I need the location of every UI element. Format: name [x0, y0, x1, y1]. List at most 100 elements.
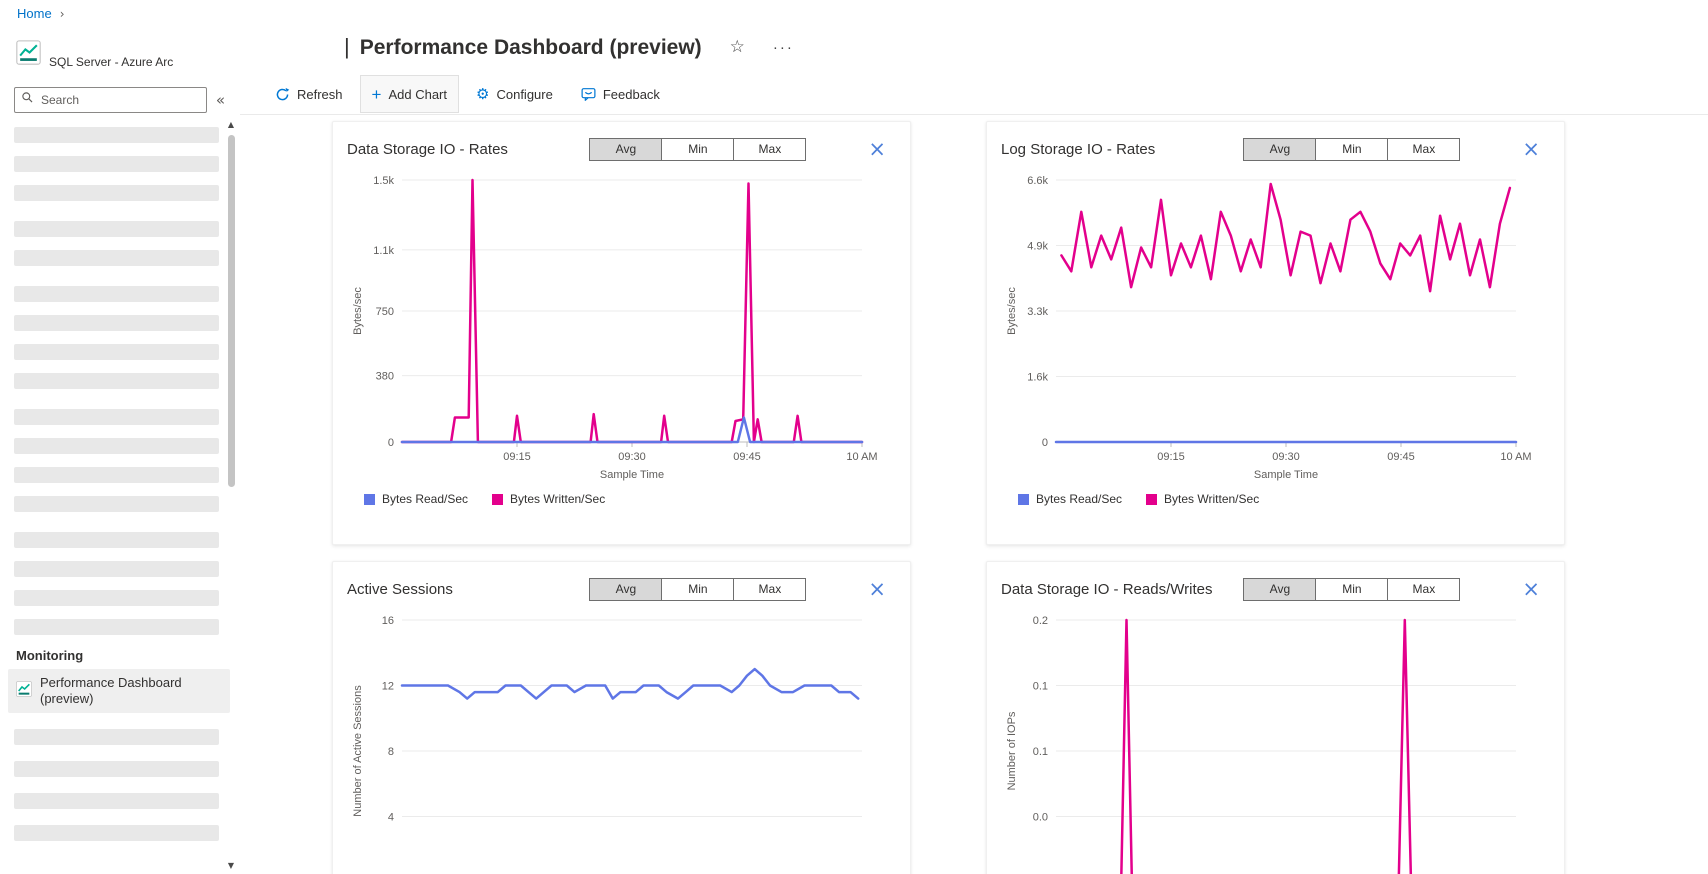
- agg-avg-button[interactable]: Avg: [1243, 137, 1317, 161]
- svg-text:8: 8: [388, 746, 394, 758]
- skeleton-item: [14, 761, 219, 777]
- scroll-down-icon[interactable]: ▼: [227, 861, 235, 870]
- svg-text:09:15: 09:15: [503, 451, 531, 463]
- agg-min-button[interactable]: Min: [661, 137, 735, 161]
- sidebar-menu-skeleton: [14, 127, 219, 635]
- svg-text:09:30: 09:30: [1272, 451, 1300, 463]
- resource-header: SQL Server - Azure Arc: [0, 28, 240, 70]
- chart-card: Data Storage IO - Rates Avg Min Max × 0 3…: [332, 121, 911, 545]
- gear-icon: ⚙: [476, 84, 490, 103]
- line-chart: 0 1.6k 3.3k 4.9k 6.6k 09:15 09:30 09:45 10 AM Sam…: [1001, 166, 1548, 482]
- skeleton-item: [14, 409, 219, 425]
- search-icon: [21, 91, 34, 109]
- agg-avg-button[interactable]: Avg: [1243, 577, 1317, 601]
- svg-text:6.6k: 6.6k: [1027, 175, 1048, 187]
- aggregation-toggle: Avg Min Max: [1243, 137, 1461, 161]
- chart-card: Log Storage IO - Rates Avg Min Max × 0 1.…: [986, 121, 1565, 545]
- more-options-icon[interactable]: ···: [772, 38, 794, 56]
- legend-swatch: [1146, 493, 1158, 505]
- svg-text:09:15: 09:15: [1157, 451, 1185, 463]
- configure-button[interactable]: ⚙ Configure: [465, 77, 564, 111]
- skeleton-item: [14, 496, 219, 512]
- svg-text:Sample Time: Sample Time: [600, 469, 664, 481]
- legend-item: Bytes Written/Sec: [1146, 492, 1259, 506]
- legend-item: Bytes Read/Sec: [1018, 492, 1122, 506]
- add-chart-button[interactable]: + Add Chart: [359, 75, 460, 113]
- chart-title: Data Storage IO - Reads/Writes: [1001, 580, 1213, 598]
- sidebar: SQL Server - Azure Arc «: [0, 28, 240, 874]
- skeleton-item: [14, 185, 219, 201]
- svg-text:0.1: 0.1: [1033, 746, 1048, 758]
- sidebar-search-row: «: [14, 87, 230, 113]
- close-chart-icon[interactable]: ×: [1522, 576, 1540, 601]
- feedback-button[interactable]: Feedback: [570, 77, 671, 111]
- agg-max-button[interactable]: Max: [733, 137, 807, 161]
- chevron-right-icon: ›: [59, 6, 65, 21]
- command-bar: Refresh + Add Chart ⚙ Configure Feedbac: [240, 74, 1708, 115]
- collapse-sidebar-button[interactable]: «: [211, 91, 230, 109]
- agg-avg-button[interactable]: Avg: [589, 137, 663, 161]
- chart-legend: Bytes Read/Sec Bytes Written/Sec: [364, 492, 894, 506]
- legend-swatch: [492, 493, 504, 505]
- skeleton-item: [14, 286, 219, 302]
- svg-text:16: 16: [382, 615, 394, 627]
- scroll-up-icon[interactable]: ▲: [227, 120, 235, 129]
- svg-text:4: 4: [388, 812, 394, 824]
- svg-text:0.0: 0.0: [1033, 812, 1048, 824]
- page-title: Performance Dashboard (preview): [359, 36, 702, 59]
- title-pipe: |: [344, 34, 350, 59]
- skeleton-item: [14, 793, 219, 809]
- search-box[interactable]: [14, 87, 207, 113]
- agg-max-button[interactable]: Max: [1387, 137, 1461, 161]
- skeleton-item: [14, 127, 219, 143]
- legend-swatch: [364, 493, 375, 505]
- svg-text:Bytes/sec: Bytes/sec: [352, 287, 364, 335]
- legend-item: Bytes Written/Sec: [492, 492, 605, 506]
- resource-name: SQL Server - Azure Arc: [49, 55, 174, 69]
- refresh-icon: [275, 87, 290, 102]
- svg-text:12: 12: [382, 681, 394, 693]
- svg-text:Bytes/sec: Bytes/sec: [1006, 287, 1018, 335]
- main-content: | Performance Dashboard (preview) ☆ ··· …: [240, 28, 1708, 874]
- skeleton-item: [14, 221, 219, 237]
- favorite-star-icon[interactable]: ☆: [729, 37, 745, 57]
- svg-text:4.9k: 4.9k: [1027, 241, 1048, 253]
- agg-max-button[interactable]: Max: [733, 577, 807, 601]
- svg-text:Sample Time: Sample Time: [1254, 469, 1318, 481]
- chart-card: Data Storage IO - Reads/Writes Avg Min M…: [986, 561, 1565, 874]
- agg-min-button[interactable]: Min: [661, 577, 735, 601]
- legend-swatch: [1018, 493, 1029, 505]
- agg-min-button[interactable]: Min: [1315, 137, 1389, 161]
- skeleton-item: [14, 619, 219, 635]
- agg-max-button[interactable]: Max: [1387, 577, 1461, 601]
- skeleton-item: [14, 467, 219, 483]
- sidebar-menu-skeleton-lower: [14, 729, 219, 841]
- breadcrumb: Home ›: [17, 6, 65, 21]
- feedback-label: Feedback: [602, 86, 660, 102]
- scrollbar-thumb[interactable]: [228, 135, 235, 487]
- feedback-icon: [581, 87, 596, 102]
- sidebar-item-performance-dashboard[interactable]: Performance Dashboard (preview): [8, 669, 230, 713]
- chart-grid: Data Storage IO - Rates Avg Min Max × 0 3…: [332, 121, 1708, 874]
- skeleton-item: [14, 561, 219, 577]
- close-chart-icon[interactable]: ×: [868, 576, 886, 601]
- chart-legend: Bytes Read/Sec Bytes Written/Sec: [1018, 492, 1548, 506]
- close-chart-icon[interactable]: ×: [1522, 136, 1540, 161]
- svg-text:10 AM: 10 AM: [846, 451, 877, 463]
- agg-avg-button[interactable]: Avg: [589, 577, 663, 601]
- legend-item: Bytes Read/Sec: [364, 492, 468, 506]
- svg-text:1.6k: 1.6k: [1027, 372, 1048, 384]
- chart-title: Active Sessions: [347, 580, 453, 598]
- configure-label: Configure: [496, 86, 553, 102]
- close-chart-icon[interactable]: ×: [868, 136, 886, 161]
- skeleton-item: [14, 729, 219, 745]
- skeleton-item: [14, 344, 219, 360]
- performance-dashboard-icon: [16, 680, 32, 702]
- search-input[interactable]: [39, 92, 200, 108]
- refresh-button[interactable]: Refresh: [264, 77, 354, 111]
- svg-text:3.3k: 3.3k: [1027, 306, 1048, 318]
- agg-min-button[interactable]: Min: [1315, 577, 1389, 601]
- breadcrumb-home-link[interactable]: Home: [17, 6, 52, 21]
